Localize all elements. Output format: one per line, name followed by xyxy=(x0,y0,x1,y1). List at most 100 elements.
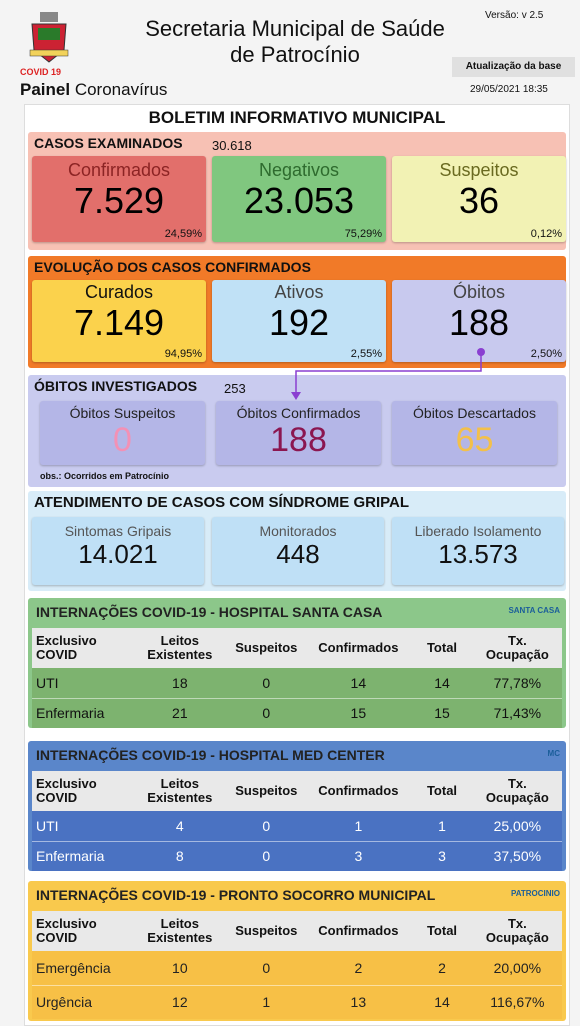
data-cell: 0 xyxy=(262,817,271,834)
data-cell: 0 xyxy=(262,705,271,722)
card: Curados 7.149 94,95% xyxy=(32,280,206,362)
data-cell: 8 xyxy=(175,848,184,865)
card-label: Curados xyxy=(84,282,154,302)
hospital-table: Exclusivo COVID Leitos Existentes Suspeito… xyxy=(32,628,562,728)
card-pct: 24,59% xyxy=(164,228,202,240)
data-cell: 4 xyxy=(175,817,184,834)
card: Negativos 23.053 75,29% xyxy=(212,156,386,242)
header-cell: Exclusivo COVID xyxy=(36,916,97,945)
version: Versão: v 2.5 xyxy=(485,10,544,21)
card: Sintomas Gripais 14.021 xyxy=(32,517,204,585)
hospital-logo: PATROCINIO xyxy=(510,889,560,898)
card-value: 188 xyxy=(270,421,327,459)
header-cell: Total xyxy=(426,640,458,655)
card: Óbitos 188 2,50% xyxy=(392,280,566,362)
hospital-logo: SANTA CASA xyxy=(508,606,560,615)
data-cell: 25,00% xyxy=(493,817,542,834)
data-cell: UTI xyxy=(36,817,59,834)
card-pct: 2,55% xyxy=(350,348,382,360)
hospital-panel: INTERNAÇÕES COVID-19 - HOSPITAL SANTA CA… xyxy=(28,598,566,728)
hospital-panel: INTERNAÇÕES COVID-19 - PRONTO SOCORRO MU… xyxy=(28,881,566,1021)
header-row: Exclusivo COVID Leitos Existentes Suspeito… xyxy=(32,771,562,811)
card-value: 7.529 xyxy=(73,180,165,221)
card-value: 192 xyxy=(268,302,330,343)
data-cell: 14 xyxy=(434,674,450,691)
card: Suspeitos 36 0,12% xyxy=(392,156,566,242)
card: Óbitos Confirmados 188 xyxy=(216,401,381,465)
data-cell: 13 xyxy=(350,994,367,1011)
section: ÓBITOS INVESTIGADOS 253 Óbitos Suspeitos 0 Ó… xyxy=(28,375,566,487)
data-cell: 77,78% xyxy=(493,674,542,691)
header-cell: Confirmados xyxy=(318,640,399,655)
header-cell: Confirmados xyxy=(318,783,399,798)
data-cell: 14 xyxy=(350,674,367,691)
data-cell: 1 xyxy=(438,817,446,834)
section: CASOS EXAMINADOS 30.618 Confirmados 7.529 24… xyxy=(28,132,566,250)
card-pct: 94,95% xyxy=(164,348,202,360)
data-row: Urgência 12 1 13 14 116,67% xyxy=(32,985,562,1019)
hospital-logo: MC xyxy=(547,749,560,758)
section-title: ÓBITOS INVESTIGADOS xyxy=(34,378,198,394)
data-cell: UTI xyxy=(36,674,59,691)
section-total: 253 xyxy=(224,381,246,396)
card: Monitorados 448 xyxy=(212,517,384,585)
card-label: Óbitos Confirmados xyxy=(236,405,361,421)
update-label: Atualização da base xyxy=(452,57,575,77)
data-cell: 37,50% xyxy=(493,848,542,865)
data-row: Enfermaria 8 0 3 3 37,50% xyxy=(32,841,562,871)
card-label: Negativos xyxy=(258,160,340,180)
data-cell: 2 xyxy=(438,959,446,976)
header-cell: Exclusivo COVID xyxy=(36,776,97,805)
header-row: Exclusivo COVID Leitos Existentes Suspeito… xyxy=(32,628,562,668)
badge: COVID 19 xyxy=(20,67,62,77)
data-row: Emergência 10 0 2 2 20,00% xyxy=(32,951,562,985)
header-cell: Tx. Ocupação xyxy=(485,916,549,945)
header: COVID 19 Painel Coronavírus Secretaria M… xyxy=(0,0,580,104)
hospital-title: INTERNAÇÕES COVID-19 - HOSPITAL MED CENT… xyxy=(36,747,385,763)
hospital-panel: INTERNAÇÕES COVID-19 - HOSPITAL MED CENT… xyxy=(28,741,566,871)
data-cell: 15 xyxy=(434,705,450,722)
card-label: Ativos xyxy=(274,282,324,302)
data-cell: 14 xyxy=(434,994,450,1011)
data-cell: 1 xyxy=(354,817,363,834)
bulletin-title: BOLETIM INFORMATIVO MUNICIPAL xyxy=(148,108,446,127)
card-pct: 75,29% xyxy=(344,228,382,240)
panel-title: Painel Coronavírus xyxy=(20,80,167,100)
data-cell: Emergência xyxy=(36,959,111,976)
card: Liberado Isolamento 13.573 xyxy=(392,517,564,585)
data-cell: 0 xyxy=(262,848,271,865)
card-value: 7.149 xyxy=(73,302,165,343)
data-cell: 0 xyxy=(262,674,271,691)
header-cell: Leitos Existentes xyxy=(147,916,213,945)
card-pct: 2,50% xyxy=(530,348,562,360)
card: Ativos 192 2,55% xyxy=(212,280,386,362)
data-cell: 0 xyxy=(262,959,271,976)
header-cell: Suspeitos xyxy=(235,783,298,798)
panel-sub: Coronavírus xyxy=(74,80,168,99)
card-value: 65 xyxy=(455,421,494,459)
card-label: Monitorados xyxy=(259,523,337,539)
data-cell: 3 xyxy=(438,848,446,865)
hospital-table: Exclusivo COVID Leitos Existentes Suspeito… xyxy=(32,911,562,1019)
note: obs.: Ocorridos em Patrocínio xyxy=(40,471,170,481)
hospital-title: INTERNAÇÕES COVID-19 - PRONTO SOCORRO MU… xyxy=(36,887,436,903)
card-value: 0 xyxy=(113,421,132,459)
header-cell: Confirmados xyxy=(318,923,399,938)
section: ATENDIMENTO DE CASOS COM SÍNDROME GRIPAL… xyxy=(28,491,566,591)
data-cell: 10 xyxy=(172,959,188,976)
card-value: 23.053 xyxy=(243,180,355,221)
data-cell: 71,43% xyxy=(493,705,542,722)
data-row: UTI 4 0 1 1 25,00% xyxy=(32,811,562,841)
data-cell: 21 xyxy=(172,705,188,722)
card-value: 448 xyxy=(276,539,320,569)
header-cell: Tx. Ocupação xyxy=(485,633,549,662)
data-cell: Enfermaria xyxy=(36,705,105,722)
card: Confirmados 7.529 24,59% xyxy=(32,156,206,242)
card-pct: 0,12% xyxy=(530,228,562,240)
data-row: Enfermaria 21 0 15 15 71,43% xyxy=(32,698,562,728)
header-cell: Suspeitos xyxy=(235,640,298,655)
card-label: Óbitos Suspeitos xyxy=(69,405,176,421)
municipal-logo xyxy=(29,12,69,63)
data-cell: 18 xyxy=(172,674,188,691)
card-label: Sintomas Gripais xyxy=(64,523,172,539)
